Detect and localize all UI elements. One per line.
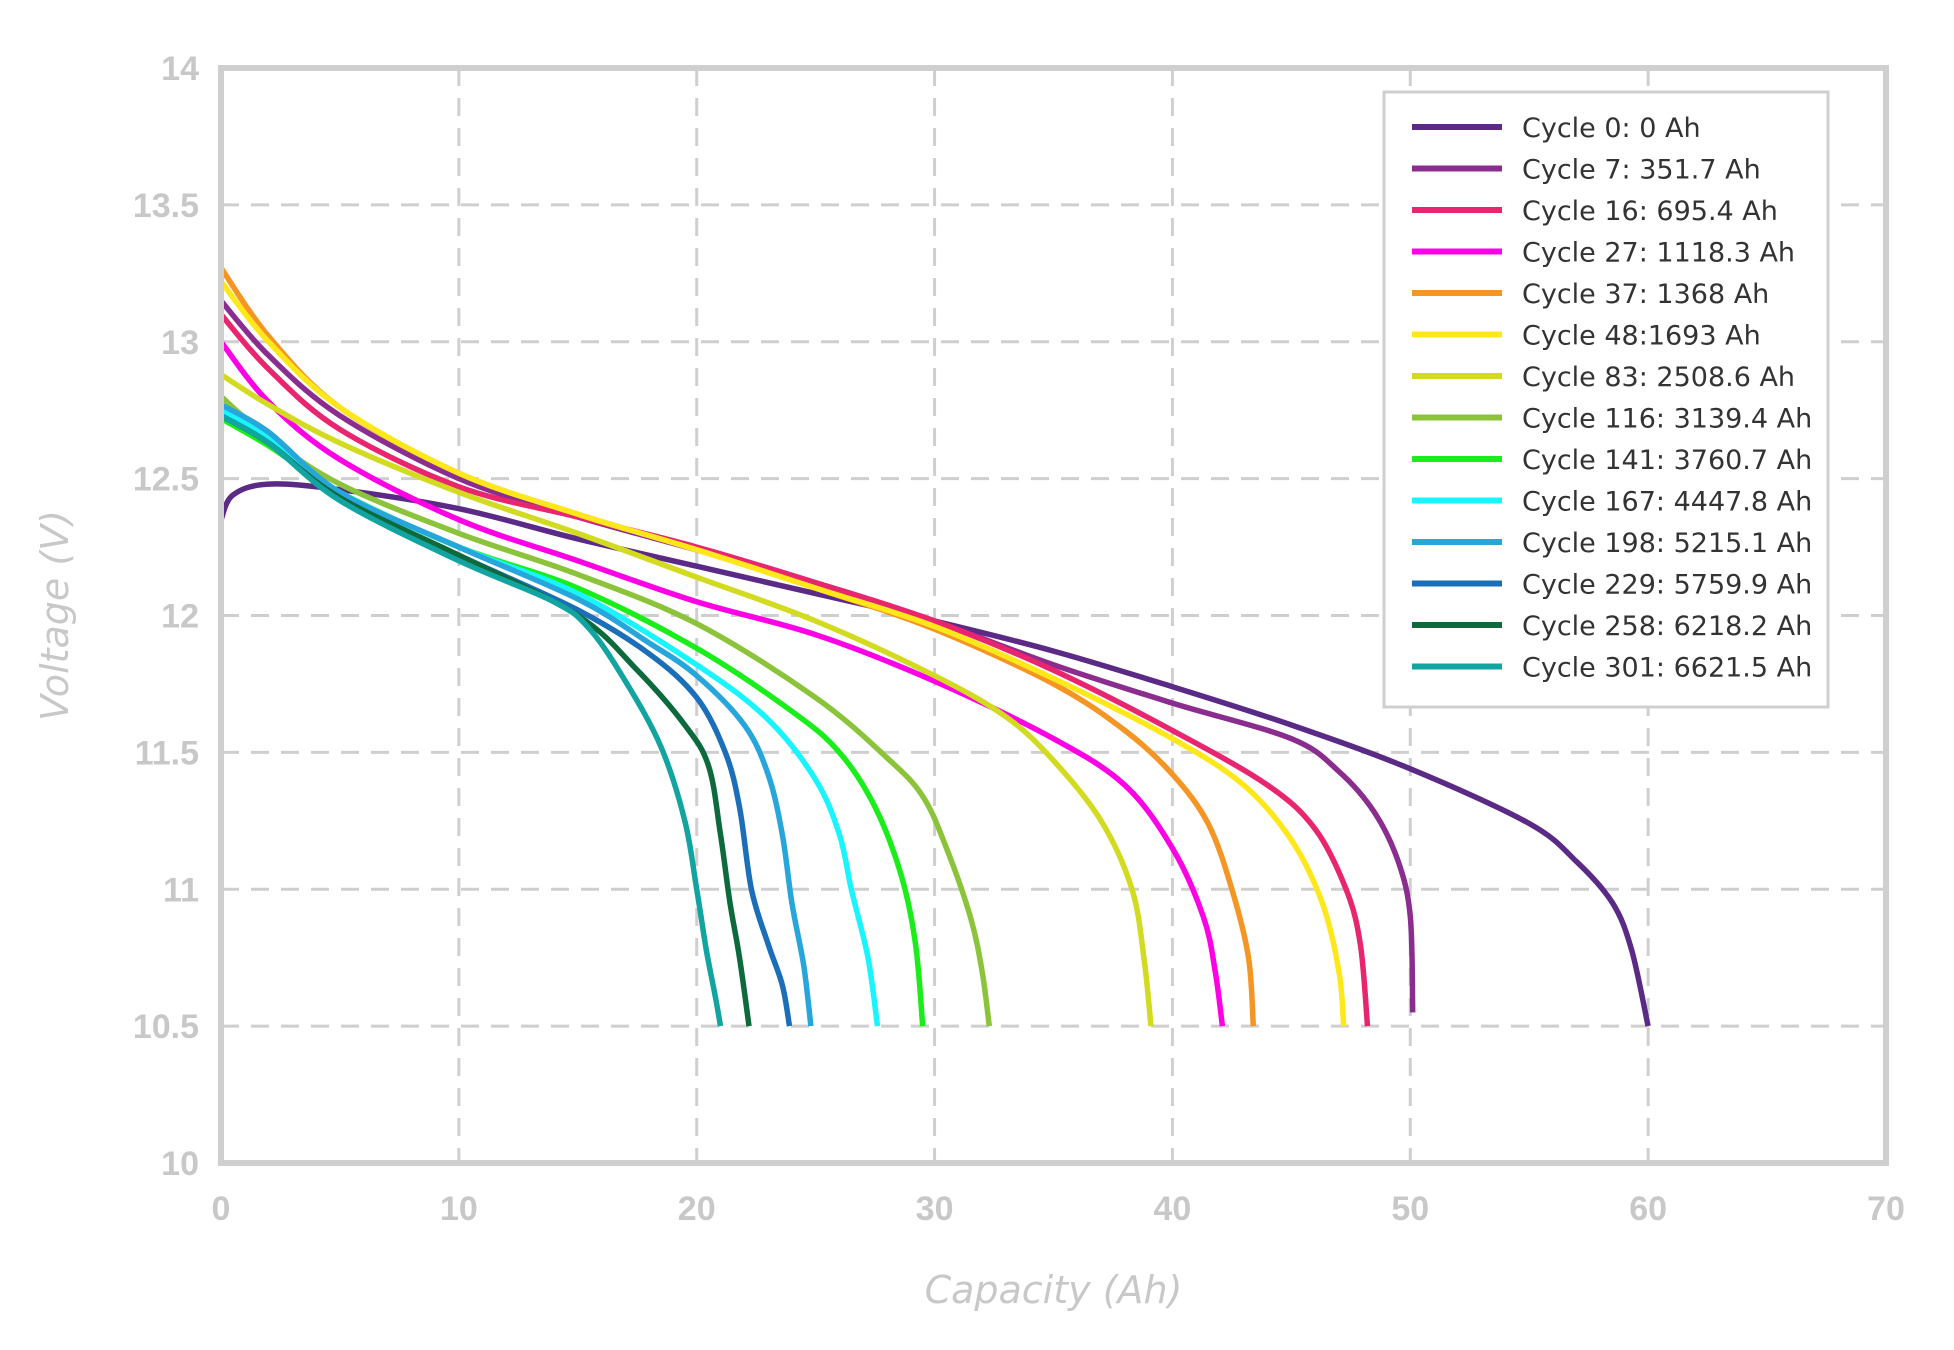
y-tick-label: 12.5: [133, 461, 199, 499]
series-line-10: [219, 402, 814, 1027]
legend-label: Cycle 83: 2508.6 Ah: [1522, 362, 1795, 393]
legend-label: Cycle 167: 4447.8 Ah: [1522, 487, 1812, 518]
legend-label: Cycle 258: 6218.2 Ah: [1522, 611, 1812, 642]
legend-label: Cycle 48:1693 Ah: [1522, 321, 1761, 352]
x-tick-label: 40: [1154, 1190, 1192, 1228]
y-tick-label: 14: [161, 50, 199, 88]
series-line-2: [218, 312, 1371, 1027]
x-tick-label: 50: [1391, 1190, 1429, 1228]
series-line-13: [219, 413, 724, 1027]
y-tick-label: 10: [161, 1145, 199, 1183]
y-tick-label: 10.5: [133, 1008, 199, 1046]
x-tick-label: 60: [1629, 1190, 1667, 1228]
series-line-5: [218, 279, 1347, 1027]
legend: Cycle 0: 0 Ah Cycle 7: 351.7 Ah Cycle 16: …: [1382, 90, 1830, 709]
y-tick-label: 13.5: [133, 187, 199, 225]
y-axis-title: Voltage (V): [33, 510, 77, 721]
series-line-7: [219, 394, 993, 1027]
legend-label: Cycle 7: 351.7 Ah: [1522, 155, 1761, 186]
y-tick-label: 13: [161, 324, 199, 362]
x-tick-label: 20: [678, 1190, 716, 1228]
legend-label: Cycle 301: 6621.5 Ah: [1522, 653, 1812, 684]
legend-label: Cycle 141: 3760.7 Ah: [1522, 445, 1812, 476]
x-tick-label: 0: [212, 1190, 231, 1228]
legend-label: Cycle 229: 5759.9 Ah: [1522, 570, 1812, 601]
x-tick-label: 70: [1867, 1190, 1905, 1228]
legend-label: Cycle 37: 1368 Ah: [1522, 279, 1769, 310]
x-tick-label: 10: [440, 1190, 478, 1228]
legend-box: [1382, 90, 1830, 709]
y-tick-label: 11.5: [135, 734, 199, 772]
series-line-0: [218, 481, 1651, 1027]
legend-label: Cycle 0: 0 Ah: [1522, 113, 1701, 144]
legend-label: Cycle 198: 5215.1 Ah: [1522, 528, 1812, 559]
legend-label: Cycle 116: 3139.4 Ah: [1522, 404, 1812, 435]
series-line-12: [219, 413, 752, 1027]
x-axis-title: Capacity (Ah): [925, 1268, 1183, 1312]
y-tick-label: 11: [163, 871, 199, 909]
legend-label: Cycle 16: 695.4 Ah: [1522, 196, 1778, 227]
series-line-6: [219, 372, 1154, 1027]
x-tick-label: 30: [916, 1190, 954, 1228]
series-lines: [218, 266, 1651, 1027]
series-line-3: [218, 340, 1226, 1027]
tick-labels: 0 10 20 30 40 50 60 70 10 10.5 11 11.5 12 12.5 13 13.5 1…: [133, 50, 1905, 1228]
y-tick-label: 12: [161, 598, 199, 636]
legend-label: Cycle 27: 1118.3 Ah: [1522, 238, 1795, 269]
plot-frame: [218, 65, 1889, 1166]
